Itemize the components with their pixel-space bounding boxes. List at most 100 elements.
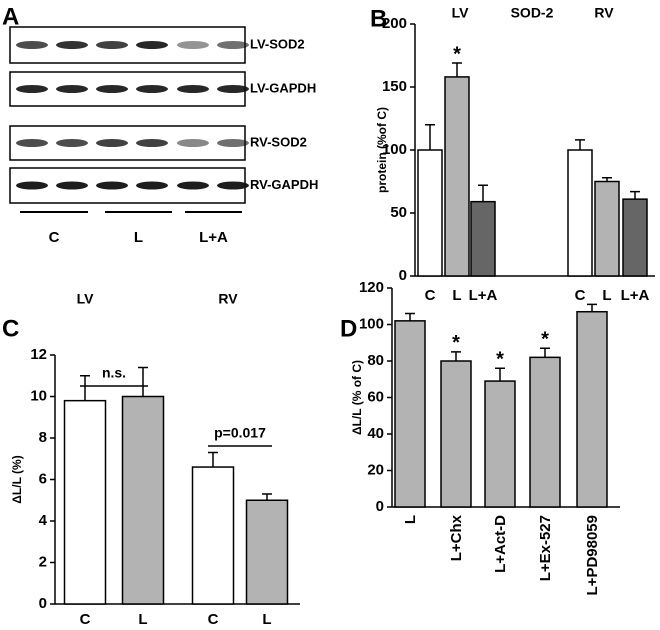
bar bbox=[394, 320, 426, 508]
x-tick-label: L+Chx bbox=[448, 514, 465, 561]
blot-band bbox=[177, 181, 209, 190]
y-tick-label: 4 bbox=[39, 512, 48, 529]
group-label: RV bbox=[594, 5, 614, 21]
x-tick-label: L+A bbox=[469, 287, 498, 304]
blot-band bbox=[136, 181, 168, 190]
error-bar bbox=[478, 184, 488, 202]
error-bar bbox=[495, 367, 505, 382]
y-tick-label: 6 bbox=[39, 470, 47, 487]
blot-band bbox=[96, 139, 128, 147]
lane-label: L bbox=[134, 229, 143, 246]
y-tick-label: 0 bbox=[376, 498, 384, 515]
y-tick-label: 40 bbox=[367, 425, 384, 442]
group-label: LV bbox=[452, 5, 470, 21]
bar bbox=[567, 149, 593, 277]
y-axis-label: ΔL/L (%) bbox=[10, 455, 24, 503]
y-tick-label: 0 bbox=[399, 267, 407, 284]
y-tick-label: 100 bbox=[359, 315, 384, 332]
x-tick-label: C bbox=[575, 287, 586, 304]
x-tick-label: L bbox=[452, 287, 461, 304]
panel-label: C bbox=[2, 315, 19, 342]
blot-row-label: LV-GAPDH bbox=[250, 80, 316, 95]
blot-band bbox=[56, 181, 88, 190]
y-tick-label: 80 bbox=[367, 352, 384, 369]
bar bbox=[444, 76, 470, 277]
error-bar bbox=[575, 139, 585, 150]
significance-mark: * bbox=[541, 329, 549, 351]
y-tick-label: 12 bbox=[30, 346, 47, 363]
bar bbox=[529, 356, 561, 508]
significance-mark: * bbox=[496, 349, 504, 371]
blot-band bbox=[96, 41, 128, 49]
error-bar bbox=[262, 493, 272, 501]
error-bar bbox=[451, 351, 461, 361]
blot-band bbox=[96, 181, 128, 190]
bar bbox=[470, 200, 496, 277]
error-bar bbox=[80, 375, 90, 401]
y-tick-label: 0 bbox=[39, 595, 47, 612]
blot-row-label: RV-SOD2 bbox=[250, 134, 307, 149]
panel-label: A bbox=[2, 3, 19, 30]
x-tick-label: C bbox=[80, 611, 91, 628]
blot-band bbox=[217, 139, 249, 147]
bar bbox=[121, 395, 165, 605]
comparison-label: n.s. bbox=[102, 365, 126, 381]
bar bbox=[440, 360, 472, 508]
blot-band bbox=[136, 41, 168, 49]
y-tick-label: 100 bbox=[382, 141, 407, 158]
bar bbox=[484, 380, 516, 508]
bar bbox=[417, 149, 443, 277]
y-axis-label: protein (%of C) bbox=[375, 107, 389, 193]
y-tick-label: 60 bbox=[367, 388, 384, 405]
x-tick-label: L+Act-D bbox=[492, 515, 509, 573]
blot-band bbox=[177, 85, 209, 93]
x-tick-label: C bbox=[208, 611, 219, 628]
bar bbox=[622, 198, 648, 277]
y-tick-label: 50 bbox=[390, 204, 407, 221]
y-tick-label: 2 bbox=[39, 553, 47, 570]
group-label: LV bbox=[77, 291, 95, 307]
error-bar bbox=[602, 176, 612, 182]
bar bbox=[63, 399, 107, 605]
comparison-label: p=0.017 bbox=[214, 425, 266, 441]
blot-band bbox=[217, 41, 249, 49]
lane-label: C bbox=[49, 229, 60, 246]
y-tick-label: 8 bbox=[39, 429, 47, 446]
error-bar bbox=[452, 62, 462, 77]
y-tick-label: 150 bbox=[382, 78, 407, 95]
bar bbox=[594, 180, 620, 277]
significance-mark: * bbox=[453, 43, 461, 65]
error-bar bbox=[587, 303, 597, 312]
blot-band bbox=[16, 139, 48, 147]
error-bar bbox=[405, 312, 415, 321]
panel-label: D bbox=[340, 315, 357, 342]
bar bbox=[576, 310, 608, 508]
error-bar bbox=[425, 124, 435, 150]
blot-band bbox=[56, 41, 88, 49]
group-label: RV bbox=[218, 291, 238, 307]
x-tick-label: L+PD98059 bbox=[584, 515, 601, 595]
bar bbox=[245, 499, 289, 605]
blot-band bbox=[177, 41, 209, 49]
blot-band bbox=[16, 85, 48, 93]
blot-band bbox=[177, 139, 209, 147]
x-tick-label: L+Ex-527 bbox=[537, 515, 554, 581]
x-tick-label: C bbox=[425, 287, 436, 304]
x-tick-label: L+A bbox=[621, 287, 650, 304]
y-tick-label: 200 bbox=[382, 15, 407, 32]
error-bar bbox=[208, 451, 218, 468]
blot-band bbox=[16, 181, 48, 190]
blot-band bbox=[217, 181, 249, 190]
y-tick-label: 20 bbox=[367, 461, 384, 478]
significance-mark: * bbox=[452, 332, 460, 354]
y-tick-label: 120 bbox=[359, 279, 384, 296]
error-bar bbox=[630, 190, 640, 200]
blot-row-label: RV-GAPDH bbox=[250, 177, 318, 192]
blot-band bbox=[16, 41, 48, 49]
panel-label: B bbox=[370, 5, 387, 32]
error-bar bbox=[540, 347, 550, 358]
error-bar bbox=[138, 366, 148, 397]
blot-band bbox=[136, 139, 168, 147]
x-tick-label: L bbox=[262, 611, 271, 628]
